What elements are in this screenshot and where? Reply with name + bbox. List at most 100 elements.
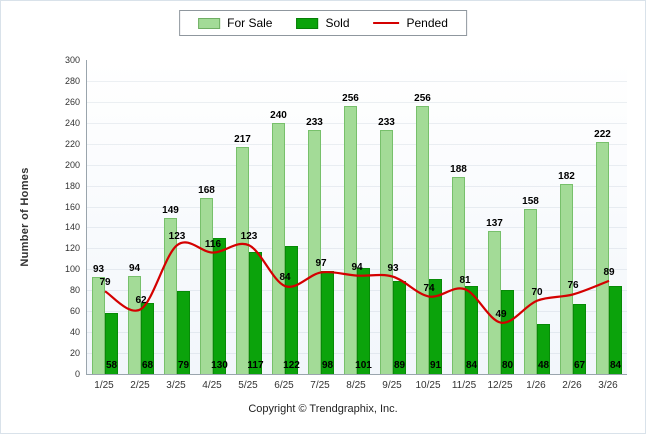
y-tick-label: 140 <box>64 222 80 233</box>
y-tick-label: 60 <box>69 306 80 317</box>
for-sale-value-label: 149 <box>162 205 179 217</box>
x-tick-label: 3/25 <box>166 380 186 391</box>
bar-for-sale <box>344 106 357 374</box>
for-sale-value-label: 256 <box>342 93 359 105</box>
for-sale-value-label: 94 <box>128 262 141 274</box>
gridline <box>87 101 627 103</box>
sold-swatch-icon <box>296 17 319 29</box>
pended-value-label: 93 <box>387 262 399 274</box>
bar-sold <box>537 323 550 374</box>
x-tick-label: 11/25 <box>451 380 477 391</box>
pended-value-label: 123 <box>168 231 186 243</box>
for-sale-value-label: 182 <box>558 170 575 182</box>
for-sale-value-label: 256 <box>414 93 431 105</box>
pended-value-label: 49 <box>495 308 507 320</box>
bar-for-sale <box>380 130 393 374</box>
for-sale-value-label: 217 <box>234 133 251 145</box>
bar-sold <box>213 237 226 374</box>
x-tick-label: 2/25 <box>130 380 150 391</box>
pended-value-label: 84 <box>279 272 291 284</box>
bar-for-sale <box>92 276 105 374</box>
sold-value-label: 67 <box>573 360 586 371</box>
x-tick-label: 6/25 <box>274 380 294 391</box>
legend-item-pended: Pended <box>373 16 448 30</box>
sold-value-label: 48 <box>537 360 550 371</box>
for-sale-value-label: 222 <box>594 128 611 140</box>
pended-value-label: 79 <box>99 277 111 289</box>
pended-value-label: 74 <box>423 282 435 294</box>
y-tick-label: 40 <box>69 327 80 338</box>
for-sale-value-label: 240 <box>270 109 287 121</box>
y-tick-label: 0 <box>74 369 80 379</box>
pended-value-label: 116 <box>204 238 222 250</box>
pended-line-swatch-icon <box>373 22 400 24</box>
legend-sold-label: Sold <box>325 16 350 30</box>
x-tick-label: 5/25 <box>238 380 258 391</box>
sold-value-label: 79 <box>177 360 190 371</box>
bar-sold <box>321 271 334 374</box>
for-sale-value-label: 233 <box>306 117 323 129</box>
sold-value-label: 101 <box>355 360 372 371</box>
sold-value-label: 117 <box>247 360 264 371</box>
y-tick-label: 160 <box>64 201 80 212</box>
plot-area: 93 79 58 94 62 68 149 123 79 168 116 130 217 123 117 24… <box>86 60 627 375</box>
y-tick-label: 220 <box>64 138 80 149</box>
x-tick-label: 8/25 <box>346 380 366 391</box>
for-sale-value-label: 188 <box>450 164 467 176</box>
sold-value-label: 84 <box>465 360 478 371</box>
bar-for-sale <box>200 198 213 374</box>
sold-value-label: 98 <box>321 360 334 371</box>
for-sale-value-label: 137 <box>486 217 503 229</box>
bar-for-sale <box>560 183 573 374</box>
sold-value-label: 58 <box>105 360 118 371</box>
copyright-text: Copyright © Trendgraphix, Inc. <box>248 403 398 415</box>
y-tick-label: 240 <box>64 117 80 128</box>
legend-item-for-sale: For Sale <box>198 16 272 30</box>
x-tick-label: 10/25 <box>415 380 441 391</box>
gridline <box>87 185 627 187</box>
x-tick-label: 1/26 <box>526 380 546 391</box>
y-tick-label: 280 <box>64 75 80 86</box>
legend-item-sold: Sold <box>296 16 350 30</box>
bar-for-sale <box>416 106 429 374</box>
pended-value-label: 94 <box>351 261 363 273</box>
gridline <box>87 80 627 82</box>
gridline <box>87 227 627 229</box>
x-tick-label: 7/25 <box>310 380 330 391</box>
for-sale-value-label: 158 <box>522 195 539 207</box>
for-sale-value-label: 168 <box>198 185 215 197</box>
bar-for-sale <box>596 141 609 374</box>
sold-value-label: 80 <box>501 360 514 371</box>
bar-sold <box>609 286 622 374</box>
bar-for-sale <box>308 130 321 374</box>
y-tick-label: 120 <box>64 243 80 254</box>
y-tick-label: 200 <box>64 159 80 170</box>
bar-sold <box>285 246 298 374</box>
x-tick-label: 3/26 <box>598 380 618 391</box>
sold-value-label: 91 <box>429 360 442 371</box>
sold-value-label: 122 <box>283 360 300 371</box>
pended-value-label: 70 <box>531 286 543 298</box>
pended-value-label: 62 <box>135 295 147 307</box>
pended-value-label: 76 <box>567 280 579 292</box>
legend: For Sale Sold Pended <box>179 10 467 36</box>
x-tick-label: 9/25 <box>382 380 402 391</box>
gridline <box>87 206 627 208</box>
sold-value-label: 84 <box>609 360 622 371</box>
for-sale-value-label: 93 <box>92 263 105 275</box>
x-tick-label: 1/25 <box>94 380 114 391</box>
y-tick-label: 80 <box>69 285 80 296</box>
pended-value-label: 81 <box>459 275 471 287</box>
bar-sold <box>249 251 262 374</box>
gridline <box>87 143 627 145</box>
sold-value-label: 130 <box>211 360 228 371</box>
pended-value-label: 89 <box>603 266 615 278</box>
for-sale-swatch-icon <box>198 17 221 29</box>
bar-sold <box>357 268 370 374</box>
y-axis-title: Number of Homes <box>19 167 31 267</box>
y-tick-label: 260 <box>64 96 80 107</box>
for-sale-value-label: 233 <box>378 117 395 129</box>
sold-value-label: 68 <box>141 360 154 371</box>
gridline <box>87 164 627 166</box>
